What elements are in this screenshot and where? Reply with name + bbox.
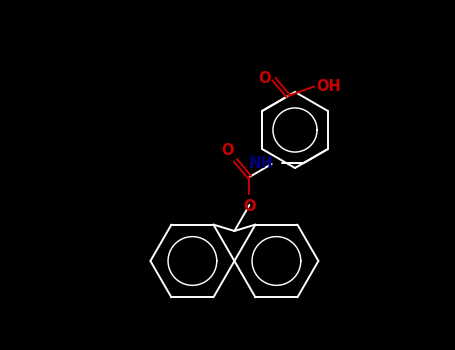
Text: OH: OH xyxy=(316,79,341,94)
Text: O: O xyxy=(258,71,271,86)
Text: NH: NH xyxy=(249,155,273,170)
Text: O: O xyxy=(221,143,233,158)
Text: O: O xyxy=(243,199,256,214)
